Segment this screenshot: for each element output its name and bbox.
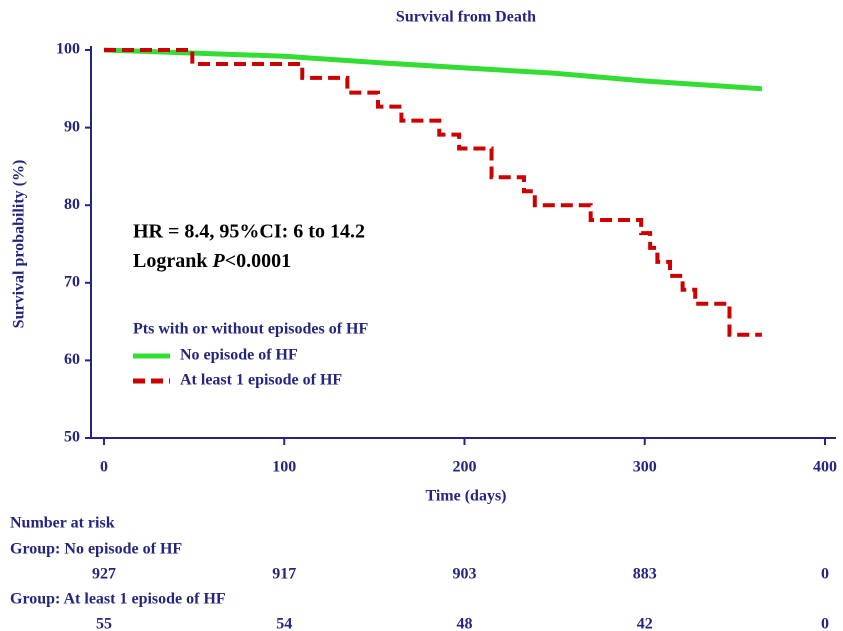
annotation: <0.0001	[225, 250, 291, 272]
annotation: Logrank P<0.0001	[133, 250, 291, 272]
y-axis-label: Survival probability (%)	[11, 160, 28, 329]
annotation: HR = 8.4, 95%CI: 6 to 14.2	[133, 221, 365, 243]
legend-label: At least 1 episode of HF	[180, 372, 342, 389]
risk-count: 55	[96, 616, 112, 631]
annotation: Logrank	[133, 250, 212, 272]
risk-count: 54	[276, 616, 292, 631]
risk-count: 927	[92, 566, 116, 583]
risk-count: 917	[272, 566, 296, 583]
y-tick-label: 90	[64, 118, 80, 135]
risk-count: 0	[821, 566, 829, 583]
y-tick-label: 100	[56, 41, 80, 58]
legend-title: Pts with or without episodes of HF	[133, 321, 368, 338]
x-tick-label: 100	[272, 459, 296, 476]
y-tick-label: 70	[64, 273, 80, 290]
y-tick-label: 50	[64, 429, 80, 446]
x-tick-label: 0	[100, 459, 108, 476]
legend-label: No episode of HF	[180, 347, 298, 364]
x-tick-label: 400	[813, 459, 837, 476]
risk-group-label: Group: No episode of HF	[10, 541, 182, 558]
risk-count: 42	[637, 616, 653, 631]
x-tick-label: 200	[453, 459, 477, 476]
y-tick-label: 60	[64, 351, 80, 368]
risk-group-label: Group: At least 1 episode of HF	[10, 591, 226, 608]
y-tick-label: 80	[64, 196, 80, 213]
risk-count: 903	[453, 566, 477, 583]
chart-title: Survival from Death	[396, 9, 536, 26]
risk-count: 883	[633, 566, 657, 583]
survival-curve	[103, 47, 763, 92]
x-axis-label: Time (days)	[425, 488, 506, 505]
risk-title: Number at risk	[10, 515, 115, 532]
annotation: P	[211, 250, 225, 272]
risk-count: 48	[457, 616, 473, 631]
x-tick-label: 300	[633, 459, 657, 476]
risk-count: 0	[821, 616, 829, 631]
survival-curve	[104, 48, 762, 337]
